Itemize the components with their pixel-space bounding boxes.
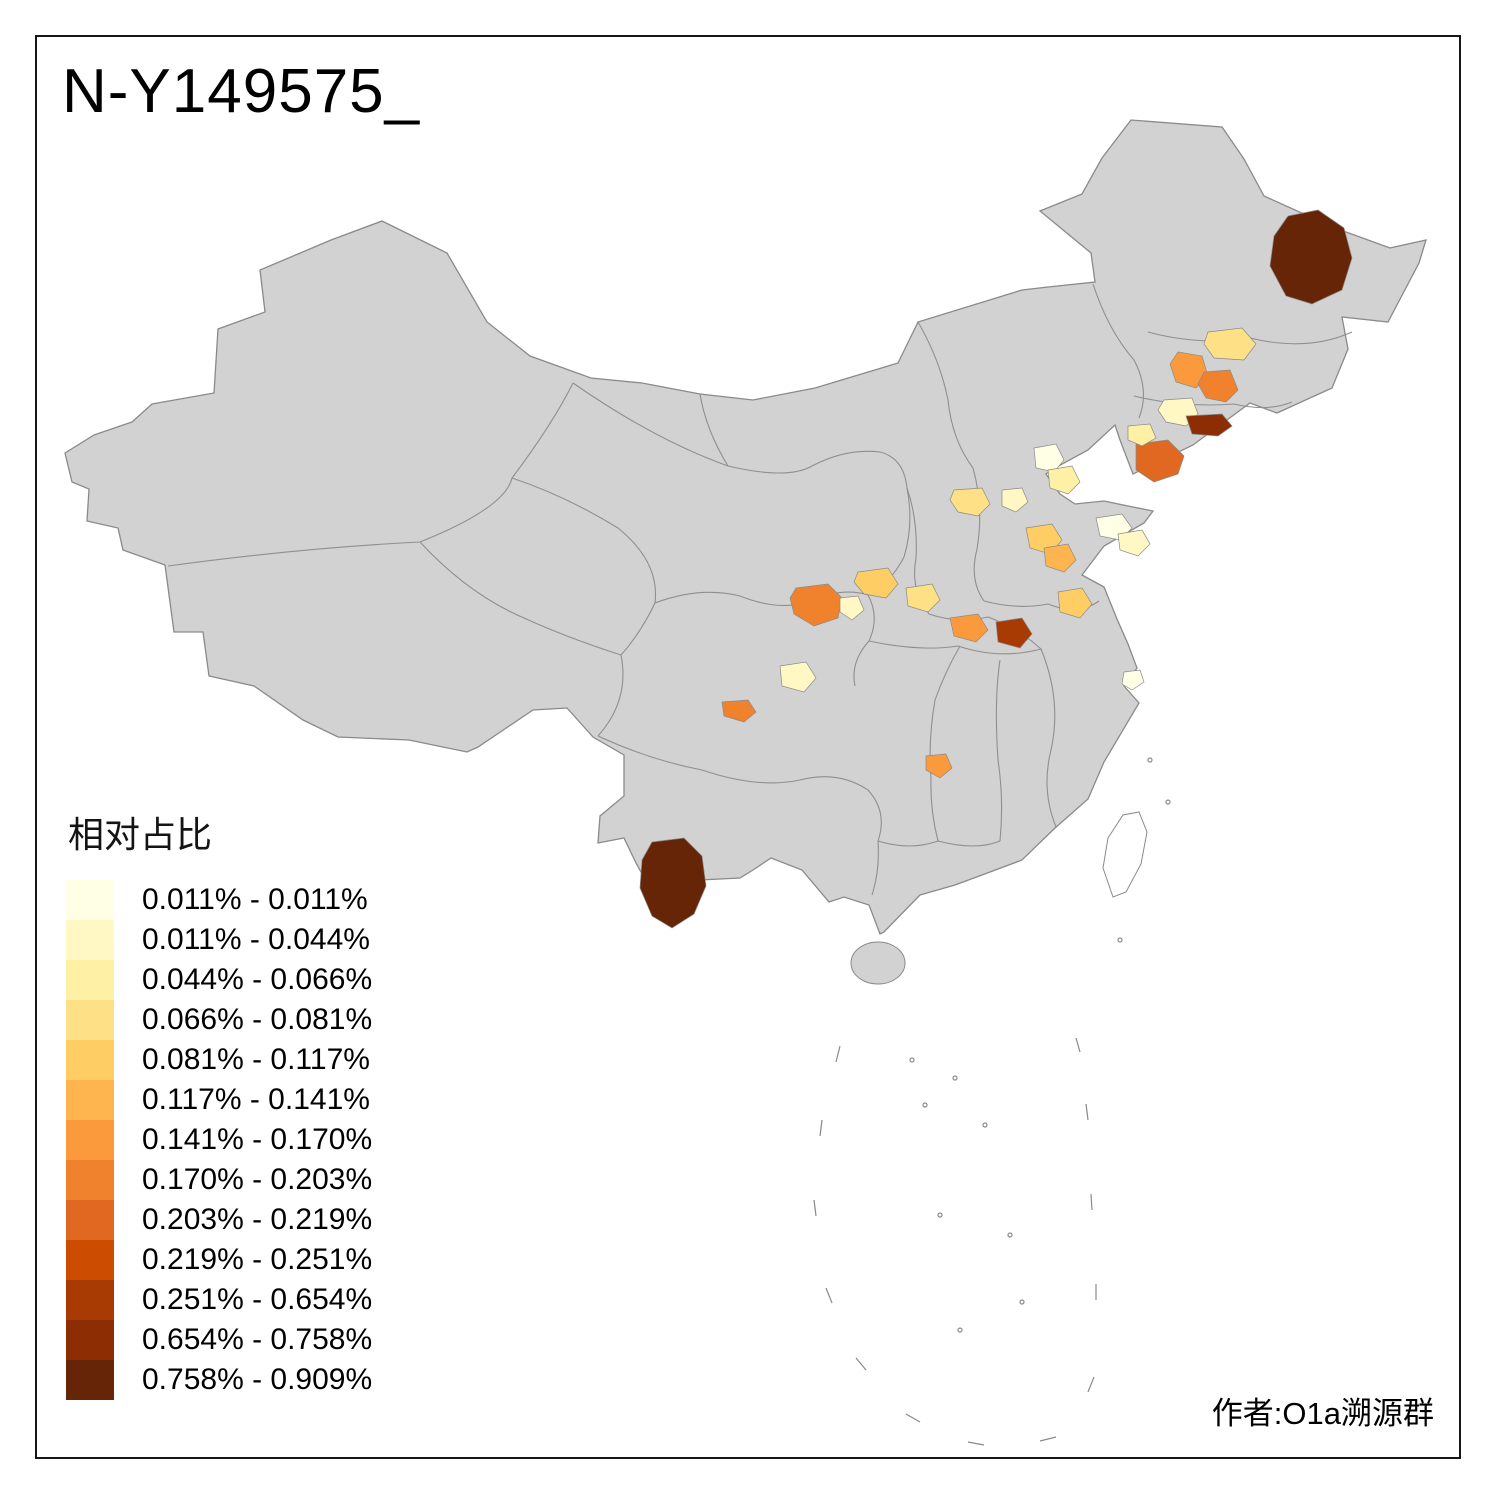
legend-label: 0.219% - 0.251% bbox=[142, 1243, 373, 1276]
region-shanghai-pale bbox=[1121, 669, 1145, 691]
legend-swatch bbox=[66, 880, 114, 920]
legend-swatch bbox=[66, 1000, 114, 1040]
region-jilin-central bbox=[1197, 369, 1239, 403]
legend-title: 相对占比 bbox=[68, 814, 213, 855]
legend: 相对占比 0.011% - 0.011% 0.011% - 0.044% 0.044… bbox=[66, 806, 372, 1400]
legend-row: 0.170% - 0.203% bbox=[66, 1160, 372, 1200]
legend-row: 0.251% - 0.654% bbox=[66, 1280, 372, 1320]
region-shandong-west-orange bbox=[1043, 543, 1077, 573]
legend-label: 0.251% - 0.654% bbox=[142, 1283, 373, 1316]
choropleth-regions bbox=[639, 209, 1353, 929]
legend-swatch bbox=[66, 1080, 114, 1120]
legend-label: 0.170% - 0.203% bbox=[142, 1163, 373, 1196]
legend-label: 0.141% - 0.170% bbox=[142, 1123, 373, 1156]
hainan-island bbox=[850, 941, 906, 985]
region-shanxi-yellow bbox=[949, 487, 991, 517]
legend-swatch bbox=[66, 1320, 114, 1360]
legend-label: 0.044% - 0.066% bbox=[142, 963, 373, 996]
legend-row: 0.011% - 0.044% bbox=[66, 920, 372, 960]
region-heilongjiang-large bbox=[1269, 209, 1353, 305]
region-beijing-pale bbox=[1033, 443, 1065, 473]
legend-swatch bbox=[66, 1200, 114, 1240]
legend-swatch bbox=[66, 1240, 114, 1280]
region-ningxia-orange bbox=[789, 583, 843, 627]
region-shaanxi-yellow bbox=[905, 583, 941, 613]
region-henan-east-dark bbox=[995, 617, 1033, 649]
region-liaoning-peninsula bbox=[1135, 439, 1185, 483]
region-jilin-west bbox=[1169, 351, 1209, 389]
legend-label: 0.654% - 0.758% bbox=[142, 1323, 373, 1356]
region-ningxia-east-pale bbox=[839, 595, 865, 621]
region-shandong-east-pale bbox=[1117, 529, 1151, 557]
legend-row: 0.081% - 0.117% bbox=[66, 1040, 372, 1080]
legend-swatch bbox=[66, 1040, 114, 1080]
legend-label: 0.081% - 0.117% bbox=[142, 1043, 370, 1076]
legend-row: 0.203% - 0.219% bbox=[66, 1200, 372, 1240]
legend-swatch bbox=[66, 1280, 114, 1320]
taiwan-island bbox=[1102, 811, 1148, 898]
legend-row: 0.141% - 0.170% bbox=[66, 1120, 372, 1160]
region-hebei-south-pale bbox=[1001, 487, 1029, 513]
legend-swatch bbox=[66, 1360, 114, 1400]
region-jiangsu-north-yellow bbox=[1057, 587, 1093, 619]
legend-swatch bbox=[66, 960, 114, 1000]
legend-label: 0.203% - 0.219% bbox=[142, 1203, 373, 1236]
china-mainland-shape bbox=[64, 119, 1427, 935]
region-gansu-south-pale bbox=[779, 661, 817, 693]
legend-label: 0.066% - 0.081% bbox=[142, 1003, 373, 1036]
legend-swatch bbox=[66, 920, 114, 960]
legend-row: 0.011% - 0.011% bbox=[66, 880, 372, 920]
attribution: 作者:O1a溯源群 bbox=[1211, 1396, 1434, 1431]
legend-label: 0.758% - 0.909% bbox=[142, 1363, 373, 1396]
legend-label: 0.117% - 0.141% bbox=[142, 1083, 370, 1116]
legend-swatch bbox=[66, 1160, 114, 1200]
region-hunan-west-orange bbox=[925, 753, 953, 779]
legend-row: 0.117% - 0.141% bbox=[66, 1080, 372, 1120]
region-henan-orange bbox=[949, 613, 989, 643]
legend-label: 0.011% - 0.011% bbox=[142, 883, 368, 916]
legend-row: 0.654% - 0.758% bbox=[66, 1320, 372, 1360]
legend-label: 0.011% - 0.044% bbox=[142, 923, 370, 956]
legend-row: 0.044% - 0.066% bbox=[66, 960, 372, 1000]
south-china-sea-marks bbox=[813, 757, 1171, 1446]
region-hebei-pale bbox=[1047, 465, 1081, 495]
legend-row: 0.066% - 0.081% bbox=[66, 1000, 372, 1040]
page-title: N-Y149575_ bbox=[62, 57, 421, 126]
region-shaanxi-north-yellow bbox=[853, 567, 899, 599]
region-yunnan-large-dark bbox=[639, 837, 707, 929]
legend-rows: 0.011% - 0.011% 0.011% - 0.044% 0.044% - 0… bbox=[66, 880, 372, 1400]
legend-row: 0.219% - 0.251% bbox=[66, 1240, 372, 1280]
region-chengdu-orange bbox=[721, 699, 757, 723]
region-liaoning-west-pale bbox=[1127, 423, 1157, 447]
region-liaoning-east-dark bbox=[1185, 413, 1233, 437]
region-jilin-north bbox=[1203, 327, 1257, 361]
legend-swatch bbox=[66, 1120, 114, 1160]
legend-row: 0.758% - 0.909% bbox=[66, 1360, 372, 1400]
